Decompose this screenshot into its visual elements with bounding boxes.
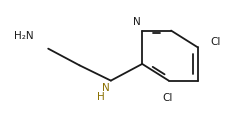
Text: Cl: Cl	[162, 93, 173, 103]
Text: N: N	[133, 17, 141, 27]
Text: H: H	[97, 92, 105, 102]
Text: H₂N: H₂N	[14, 31, 34, 41]
Text: Cl: Cl	[210, 37, 221, 47]
Text: N: N	[102, 83, 109, 93]
